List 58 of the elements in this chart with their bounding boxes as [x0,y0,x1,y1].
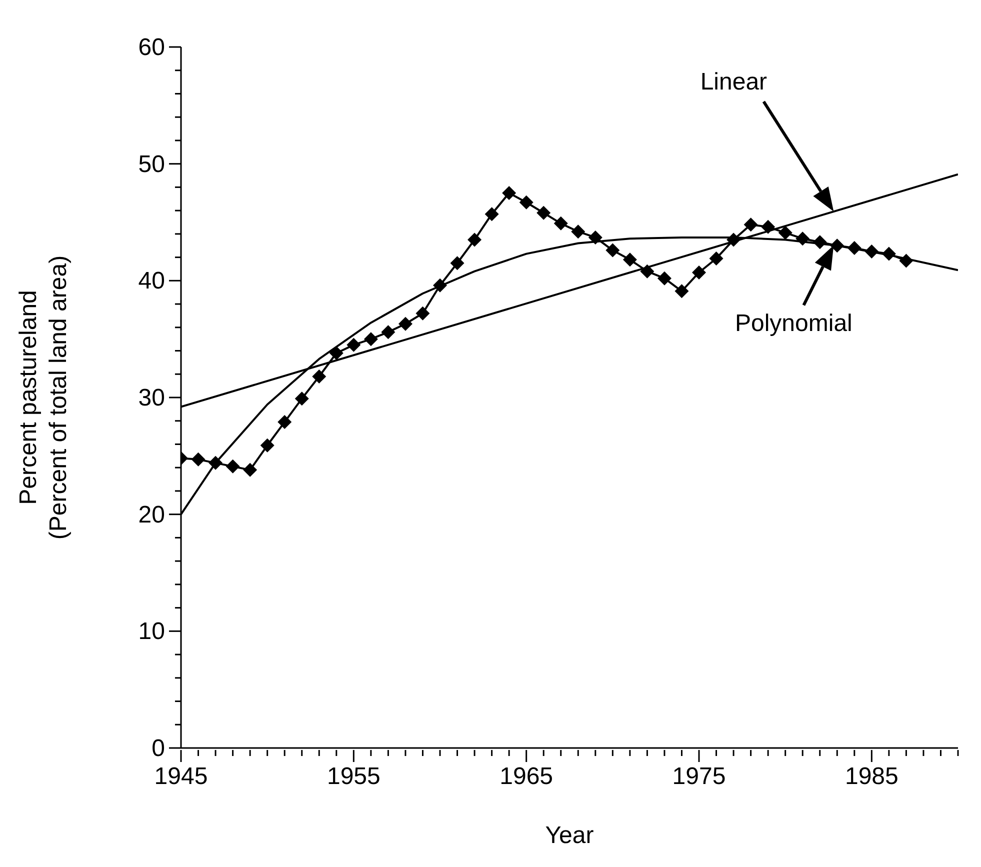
point [882,246,896,261]
point [847,240,862,255]
point [346,338,361,352]
x-tick-label: 1985 [844,763,898,790]
point [796,232,810,246]
x-axis-title: Year [545,822,594,849]
point [468,232,482,247]
point [312,369,326,384]
point [191,452,206,466]
point [571,224,586,239]
point [364,332,378,346]
x-tick-label: 1965 [500,763,554,790]
point [726,232,741,247]
point [622,252,637,267]
point [744,218,758,232]
point [692,265,706,280]
point [899,254,914,268]
point [226,459,240,474]
legend-label: Polynomial [734,310,852,338]
y-tick-label: 60 [138,34,165,61]
y-tick-label: 0 [152,735,165,762]
point [294,392,309,406]
point [329,346,344,360]
point [260,438,274,452]
point [761,220,776,234]
point [709,251,724,266]
point [208,456,223,470]
point [519,195,534,210]
point [674,284,689,298]
point [606,243,620,258]
y-tick-label: 50 [138,150,165,178]
point [778,226,792,240]
y-tick-label: 30 [138,384,165,412]
point [554,216,568,230]
point [864,244,879,258]
y-tick-label: 10 [138,618,165,646]
point [657,271,672,286]
point [450,256,464,270]
point [484,207,499,222]
y-tick-label: 40 [138,268,165,295]
y-tick-label: 20 [138,501,165,528]
x-tick-label: 1945 [154,763,208,790]
point [536,206,551,220]
point [588,230,602,244]
point [278,415,292,430]
point [830,238,844,253]
point [502,186,516,200]
point [433,278,447,292]
point [416,306,430,320]
x-tick-label: 1955 [326,763,380,790]
x-tick-label: 1975 [672,763,726,790]
y-axis-title: Percent pastureland (Percent of total land area) [15,255,72,540]
point [381,325,396,340]
point [812,235,827,250]
point [398,316,412,331]
point [243,462,258,477]
text: Linear [700,68,768,96]
point [640,264,654,278]
